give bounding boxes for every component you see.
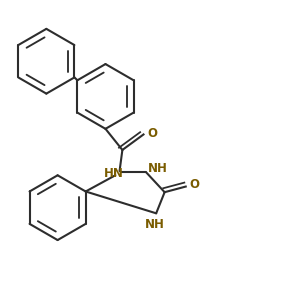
Text: NH: NH bbox=[148, 162, 168, 175]
Text: O: O bbox=[148, 127, 158, 140]
Text: NH: NH bbox=[145, 218, 165, 231]
Text: HN: HN bbox=[103, 167, 123, 180]
Text: O: O bbox=[189, 178, 199, 191]
